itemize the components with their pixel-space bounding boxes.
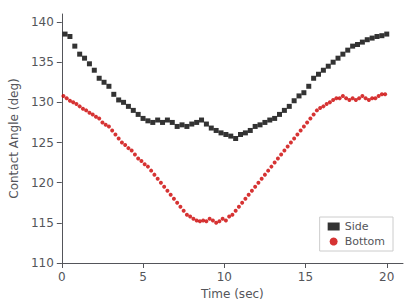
svg-text:140: 140 bbox=[31, 15, 54, 29]
svg-text:130: 130 bbox=[31, 95, 54, 109]
svg-text:Time (sec): Time (sec) bbox=[200, 287, 264, 301]
svg-text:110: 110 bbox=[31, 256, 54, 270]
svg-text:20: 20 bbox=[379, 270, 394, 284]
svg-text:135: 135 bbox=[31, 55, 54, 69]
svg-text:10: 10 bbox=[217, 270, 232, 284]
svg-text:120: 120 bbox=[31, 176, 54, 190]
svg-text:0: 0 bbox=[58, 270, 66, 284]
svg-text:Contact Angle (deg): Contact Angle (deg) bbox=[7, 78, 21, 198]
svg-text:Side: Side bbox=[345, 220, 369, 233]
svg-text:15: 15 bbox=[298, 270, 313, 284]
svg-text:115: 115 bbox=[31, 216, 54, 230]
svg-text:5: 5 bbox=[139, 270, 147, 284]
svg-text:125: 125 bbox=[31, 136, 54, 150]
svg-text:Bottom: Bottom bbox=[345, 235, 385, 248]
